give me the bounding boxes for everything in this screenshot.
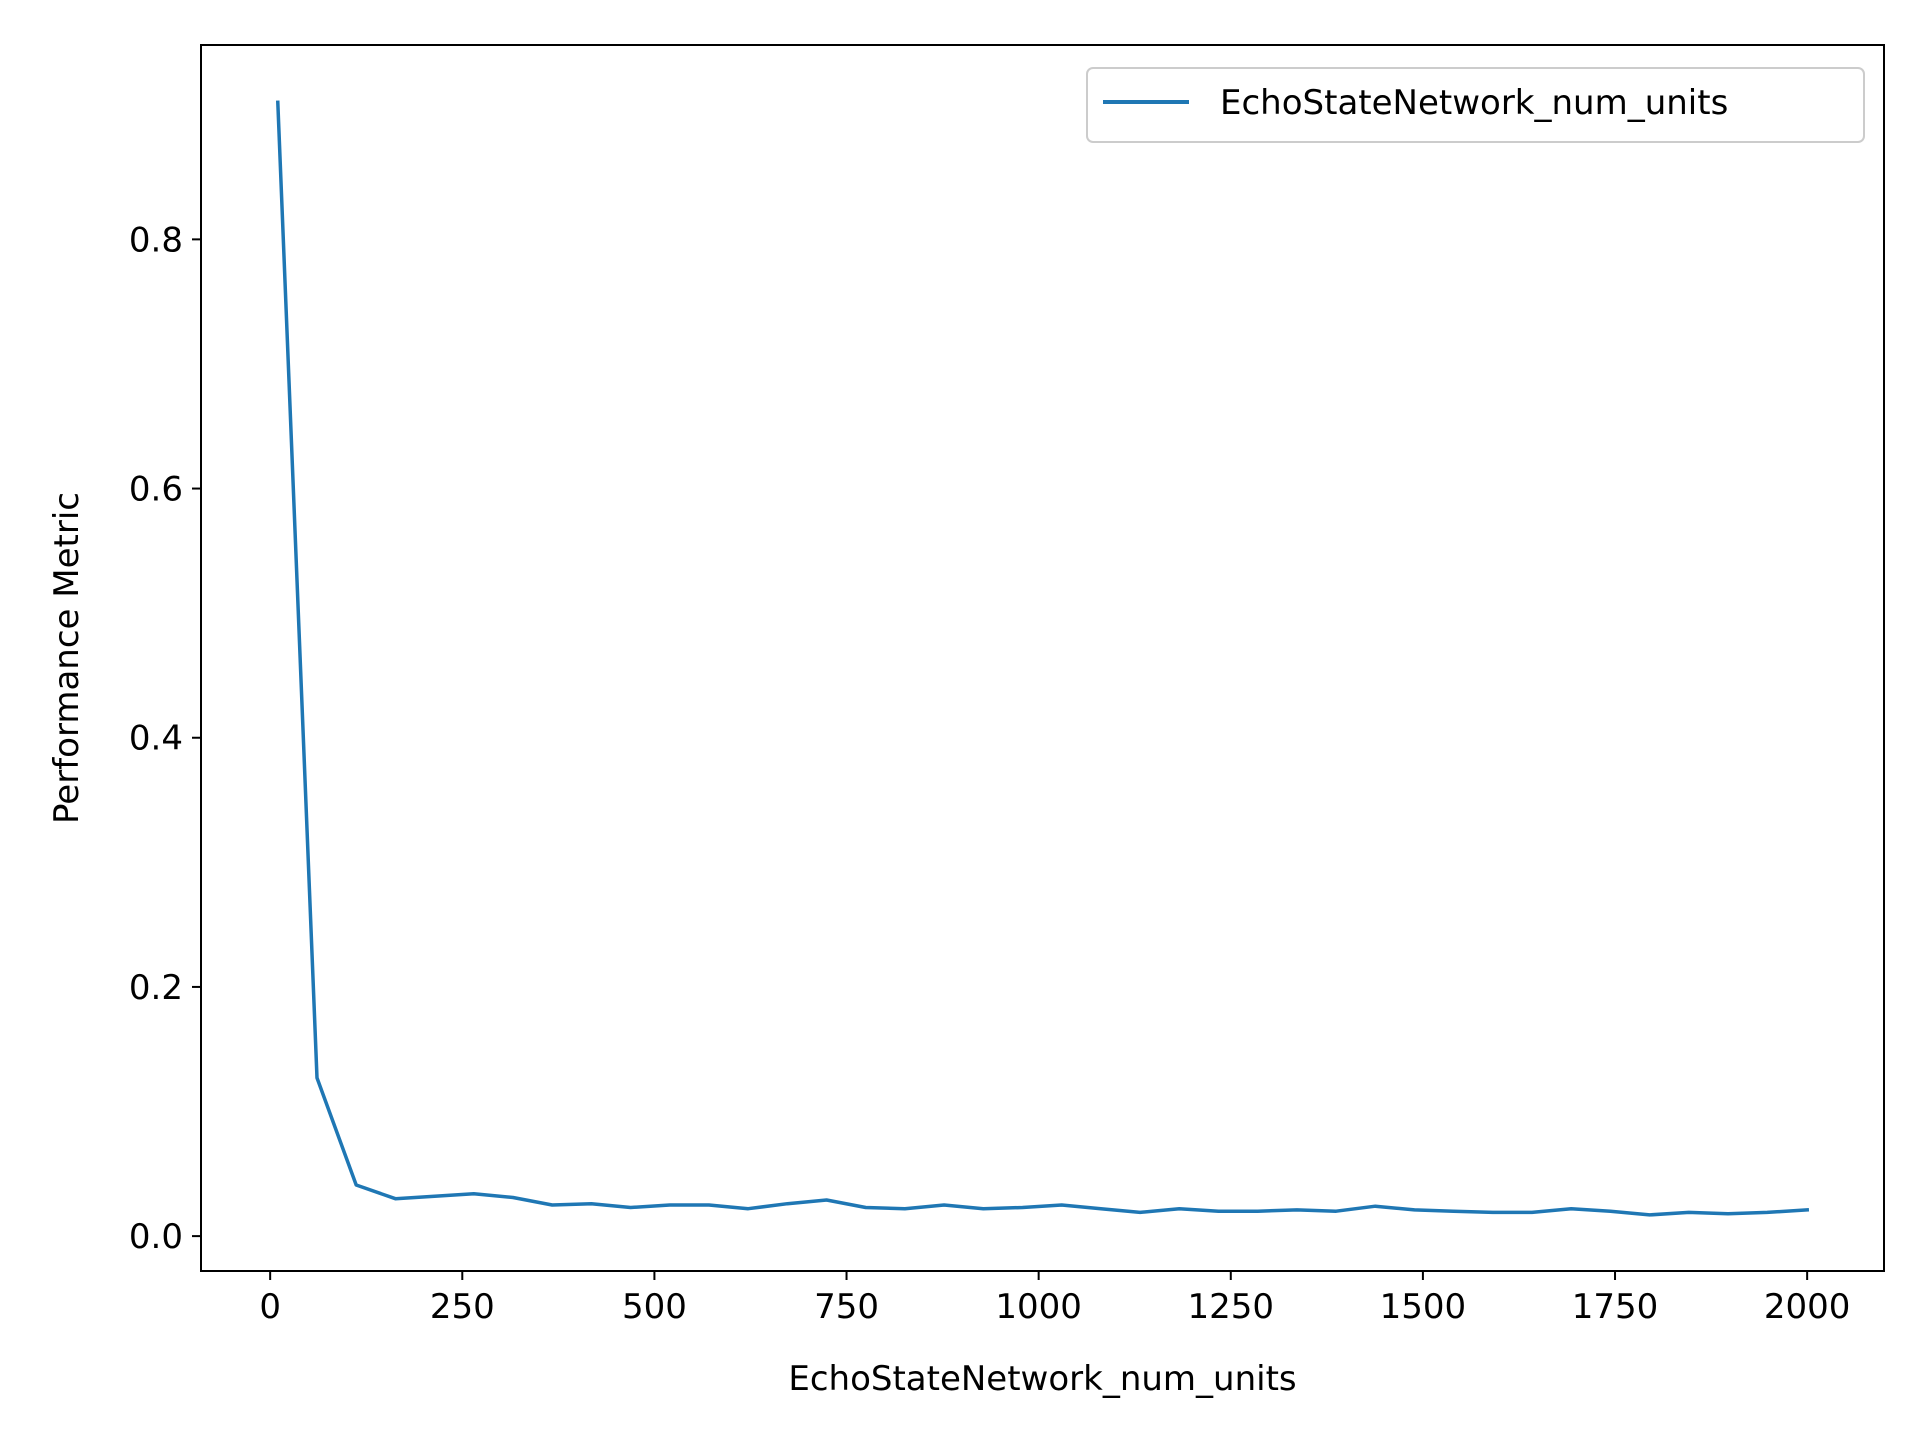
y-tick-label: 0.0 — [129, 1217, 183, 1257]
legend-label: EchoStateNetwork_num_units — [1220, 83, 1728, 123]
legend: EchoStateNetwork_num_units — [1086, 67, 1865, 143]
y-tick-label: 0.8 — [129, 220, 183, 260]
x-tick-label: 1500 — [1380, 1287, 1467, 1327]
x-tick-label: 1250 — [1188, 1287, 1275, 1327]
y-tick-label: 0.4 — [129, 719, 183, 759]
legend-box — [1086, 67, 1865, 143]
y-axis: 0.0 0.2 0.4 0.6 0.8 — [129, 220, 201, 1257]
x-tick-label: 1750 — [1572, 1287, 1659, 1327]
y-tick-label: 0.2 — [129, 968, 183, 1008]
x-tick-label: 0 — [259, 1287, 281, 1327]
x-axis: 0 250 500 750 1000 1250 1500 1750 2000 — [259, 1271, 1850, 1327]
y-tick-label: 0.6 — [129, 470, 183, 510]
series-layer — [275, 100, 1810, 1217]
y-axis-label: Performance Metric — [47, 492, 87, 824]
x-axis-label: EchoStateNetwork_num_units — [788, 1359, 1296, 1399]
x-tick-label: 500 — [622, 1287, 687, 1327]
series-line — [275, 100, 1810, 1217]
x-tick-label: 1000 — [995, 1287, 1082, 1327]
plot-frame — [200, 44, 1885, 1272]
x-tick-label: 750 — [814, 1287, 879, 1327]
x-tick-label: 2000 — [1764, 1287, 1851, 1327]
x-tick-label: 250 — [430, 1287, 495, 1327]
